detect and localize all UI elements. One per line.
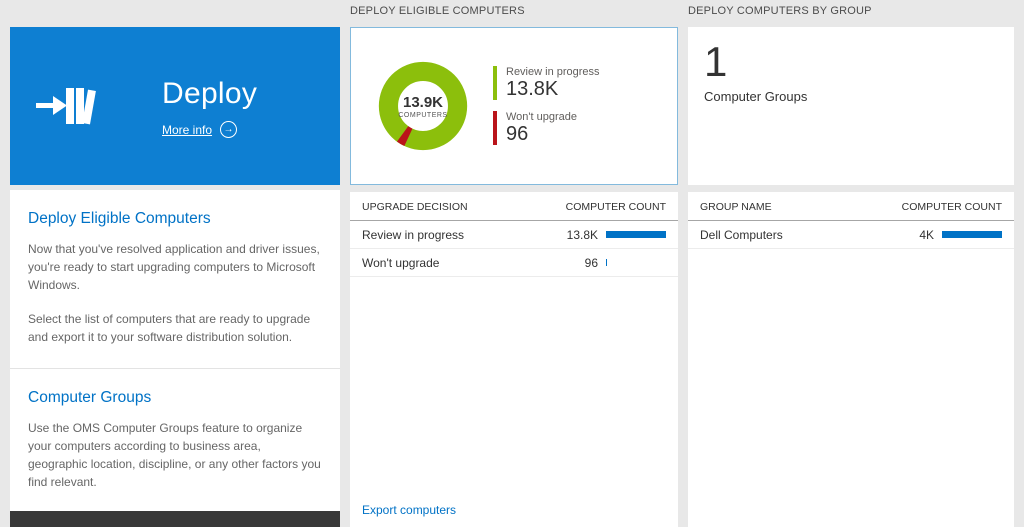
- row-value: 96: [584, 255, 598, 270]
- row-bar: [606, 259, 608, 266]
- legend-label: Review in progress: [506, 66, 600, 78]
- donut-legend: Review in progress 13.8K Won't upgrade 9…: [493, 66, 600, 146]
- row-value: 13.8K: [566, 227, 598, 242]
- section-heading-computer-groups: Computer Groups: [28, 389, 152, 406]
- legend-item-review-in-progress[interactable]: Review in progress 13.8K: [493, 66, 600, 101]
- legend-value: 13.8K: [506, 78, 559, 100]
- table-row-dell-computers[interactable]: Dell Computers 4K: [688, 221, 1014, 249]
- computers-by-group-panel: GROUP NAME COMPUTER COUNT Dell Computers…: [688, 192, 1014, 527]
- export-computers-link[interactable]: Export computers: [362, 503, 457, 517]
- section-deploy-eligible-computers: Deploy Eligible Computers Now that you'v…: [10, 190, 340, 368]
- legend-label: Won't upgrade: [506, 111, 578, 123]
- legend-swatch-green: [493, 66, 497, 100]
- donut-segment-review-in-progress: [378, 61, 468, 151]
- donut-chart[interactable]: 13.9K COMPUTERS: [375, 58, 471, 154]
- section-paragraph: Now that you've resolved application and…: [28, 242, 320, 292]
- section-computer-groups: Computer Groups Use the OMS Computer Gro…: [10, 368, 340, 511]
- tile-title: Deploy: [162, 77, 258, 110]
- row-bar-track: [942, 231, 1002, 238]
- deploy-icon: [36, 88, 96, 125]
- column-header-upgrade-decision: UPGRADE DECISION: [362, 201, 468, 213]
- section-paragraph: Select the list of computers that are re…: [28, 312, 311, 344]
- deploy-overview-column: Deploy More info → Deploy Eligible Compu…: [10, 27, 340, 527]
- row-label: Won't upgrade: [362, 255, 440, 270]
- group-table-header: GROUP NAME COMPUTER COUNT: [688, 194, 1014, 221]
- computer-groups-tile[interactable]: 1 Computer Groups: [688, 27, 1014, 185]
- middle-column-header: DEPLOY ELIGIBLE COMPUTERS: [350, 5, 525, 17]
- section-paragraph: Use the OMS Computer Groups feature to o…: [28, 421, 321, 489]
- more-info-row: More info →: [162, 121, 257, 138]
- deploy-tile-text: Deploy More info →: [162, 77, 257, 138]
- column-header-computer-count: COMPUTER COUNT: [901, 201, 1002, 213]
- arrow-circle-icon[interactable]: →: [220, 121, 238, 138]
- row-bar-track: [606, 231, 666, 238]
- eligible-computers-tile[interactable]: 13.9K COMPUTERS Review in progress 13.8K…: [350, 27, 678, 185]
- column-header-computer-count: COMPUTER COUNT: [565, 201, 666, 213]
- arrow-right-icon: →: [223, 123, 234, 135]
- group-count-label: Computer Groups: [704, 89, 808, 105]
- table-row-review-in-progress[interactable]: Review in progress 13.8K: [350, 221, 678, 249]
- table-row-wont-upgrade[interactable]: Won't upgrade 96: [350, 249, 678, 277]
- right-column-header: DEPLOY COMPUTERS BY GROUP: [688, 5, 872, 17]
- row-bar: [606, 231, 666, 238]
- row-bar: [942, 231, 1002, 238]
- upgrade-decision-table-header: UPGRADE DECISION COMPUTER COUNT: [350, 194, 678, 221]
- row-label: Review in progress: [362, 227, 465, 242]
- group-count-value: 1: [704, 38, 728, 85]
- column-header-group-name: GROUP NAME: [700, 201, 772, 213]
- deploy-tile[interactable]: Deploy More info →: [10, 27, 340, 185]
- deploy-description-panel: Deploy Eligible Computers Now that you'v…: [10, 190, 340, 511]
- legend-value: 96: [506, 123, 529, 145]
- left-footer-bar: [10, 511, 340, 527]
- row-value: 4K: [919, 227, 934, 242]
- legend-swatch-red: [493, 111, 497, 145]
- row-label: Dell Computers: [700, 227, 783, 242]
- row-bar-track: [606, 259, 666, 266]
- more-info-link[interactable]: More info: [162, 122, 213, 137]
- legend-item-wont-upgrade[interactable]: Won't upgrade 96: [493, 111, 600, 146]
- upgrade-decision-panel: UPGRADE DECISION COMPUTER COUNT Review i…: [350, 192, 678, 527]
- section-heading-deploy-eligible: Deploy Eligible Computers: [28, 210, 211, 227]
